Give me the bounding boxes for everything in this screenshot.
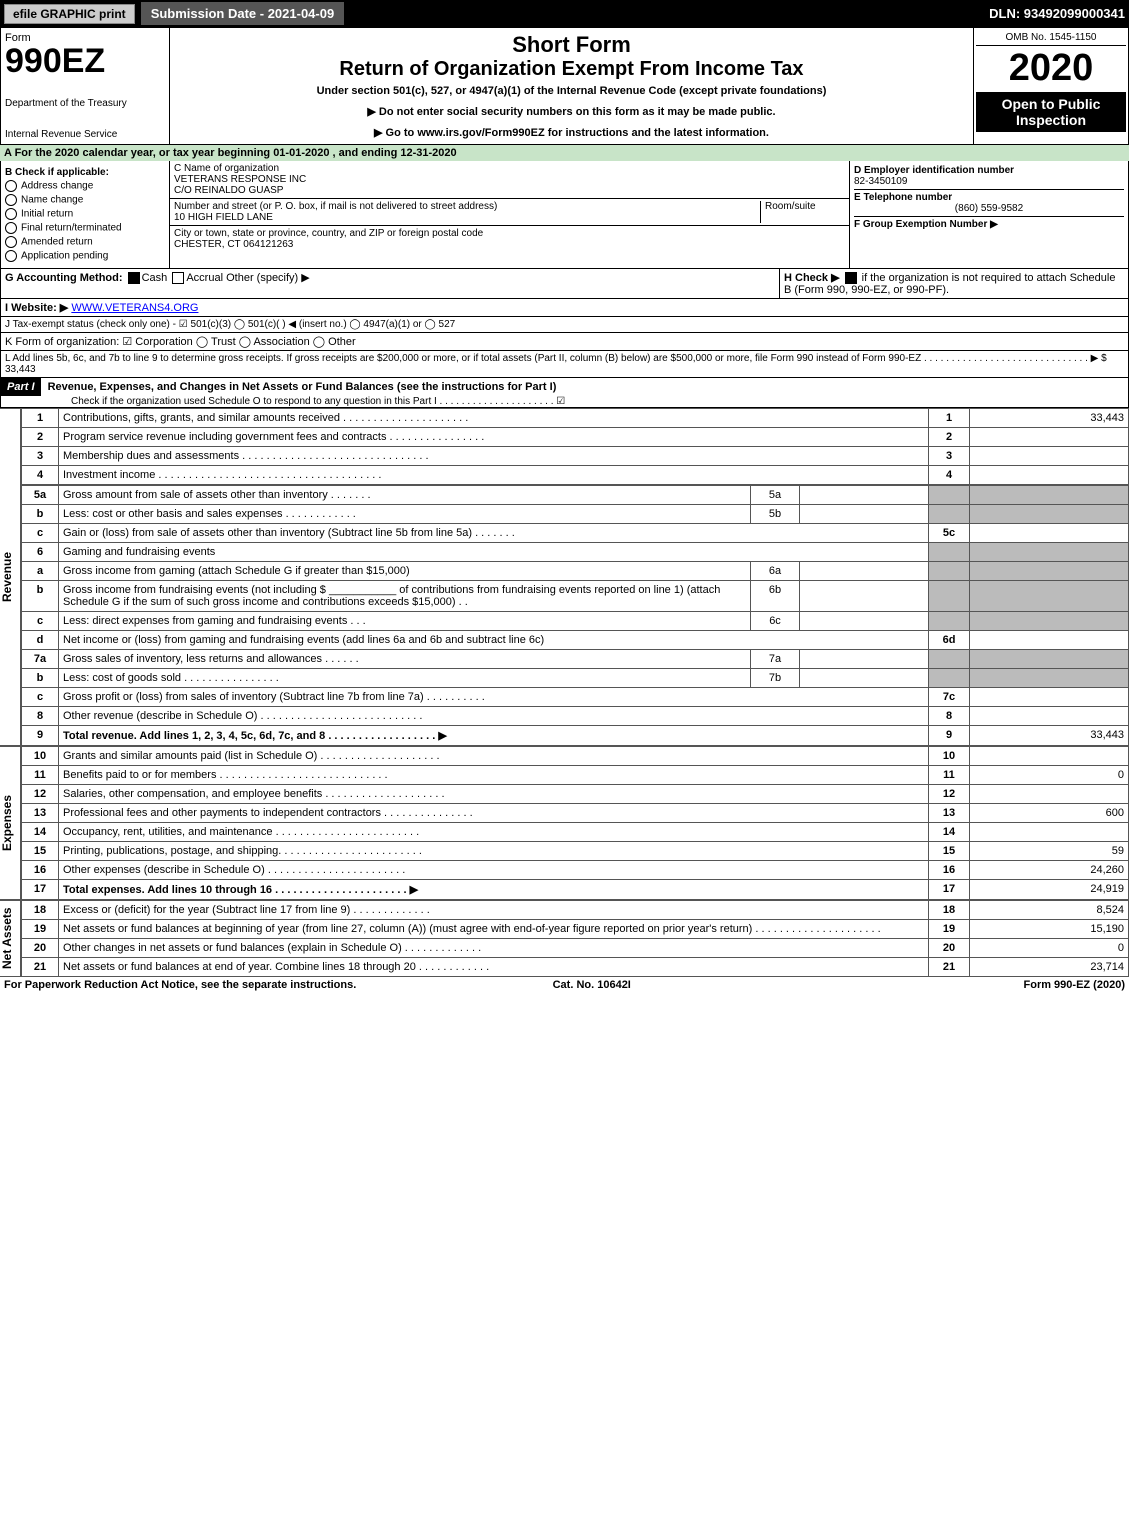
row-j: J Tax-exempt status (check only one) - ☑…	[0, 317, 1129, 333]
chk-h[interactable]	[845, 272, 857, 284]
note-goto: ▶ Go to www.irs.gov/Form990EZ for instru…	[174, 126, 969, 139]
efile-print-button[interactable]: efile GRAPHIC print	[4, 4, 135, 24]
k-text: K Form of organization: ☑ Corporation ◯ …	[1, 333, 1128, 350]
website-link[interactable]: WWW.VETERANS4.ORG	[71, 302, 198, 314]
line-7c: cGross profit or (loss) from sales of in…	[22, 688, 1129, 707]
line-16: 16Other expenses (describe in Schedule O…	[22, 861, 1129, 880]
g-label: G Accounting Method:	[5, 272, 123, 284]
e-label: E Telephone number	[854, 192, 1124, 203]
row-k: K Form of organization: ☑ Corporation ◯ …	[0, 333, 1129, 351]
d-label: D Employer identification number	[854, 165, 1124, 176]
subtitle: Under section 501(c), 527, or 4947(a)(1)…	[174, 85, 969, 97]
part1-badge: Part I	[1, 378, 41, 396]
line-6a: aGross income from gaming (attach Schedu…	[22, 562, 1129, 581]
info-block: B Check if applicable: Address change Na…	[0, 161, 1129, 269]
revenue-section: Revenue 1Contributions, gifts, grants, a…	[0, 408, 1129, 746]
section-def: D Employer identification number 82-3450…	[850, 161, 1128, 268]
footer-right: Form 990-EZ (2020)	[1024, 979, 1125, 991]
dln: DLN: 93492099000341	[989, 6, 1125, 21]
chk-cash[interactable]	[128, 272, 140, 284]
omb-number: OMB No. 1545-1150	[976, 30, 1126, 46]
line-6c: cLess: direct expenses from gaming and f…	[22, 612, 1129, 631]
c-addr-label: Number and street (or P. O. box, if mail…	[174, 201, 760, 212]
line-14: 14Occupancy, rent, utilities, and mainte…	[22, 823, 1129, 842]
part1-title: Revenue, Expenses, and Changes in Net As…	[44, 379, 561, 395]
return-title: Return of Organization Exempt From Incom…	[174, 58, 969, 81]
c-name-label: C Name of organization	[174, 163, 845, 174]
org-street: 10 HIGH FIELD LANE	[174, 212, 760, 223]
line-19: 19Net assets or fund balances at beginni…	[22, 920, 1129, 939]
irs: Internal Revenue Service	[5, 129, 165, 140]
chk-application-pending[interactable]: Application pending	[5, 250, 165, 262]
line-6d: dNet income or (loss) from gaming and fu…	[22, 631, 1129, 650]
line-21: 21Net assets or fund balances at end of …	[22, 958, 1129, 977]
ein: 82-3450109	[854, 176, 1124, 187]
chk-amended[interactable]: Amended return	[5, 236, 165, 248]
line-6: 6Gaming and fundraising events	[22, 543, 1129, 562]
expenses-section: Expenses 10Grants and similar amounts pa…	[0, 746, 1129, 900]
section-c: C Name of organization VETERANS RESPONSE…	[169, 161, 850, 268]
section-b: B Check if applicable: Address change Na…	[1, 161, 169, 268]
l-text: L Add lines 5b, 6c, and 7b to line 9 to …	[1, 351, 1128, 377]
line-5a: 5aGross amount from sale of assets other…	[22, 486, 1129, 505]
line-2: 2Program service revenue including gover…	[22, 428, 1129, 447]
b-label: B Check if applicable:	[5, 167, 165, 178]
line-18: 18Excess or (deficit) for the year (Subt…	[22, 901, 1129, 920]
netassets-section: Net Assets 18Excess or (deficit) for the…	[0, 900, 1129, 977]
chk-final-return[interactable]: Final return/terminated	[5, 222, 165, 234]
line-a-tax-year: A For the 2020 calendar year, or tax yea…	[0, 145, 1129, 161]
page-footer: For Paperwork Reduction Act Notice, see …	[0, 977, 1129, 993]
line-17: 17Total expenses. Add lines 10 through 1…	[22, 880, 1129, 900]
line-11: 11Benefits paid to or for members . . . …	[22, 766, 1129, 785]
chk-accrual[interactable]	[172, 272, 184, 284]
top-bar: efile GRAPHIC print Submission Date - 20…	[0, 0, 1129, 27]
c-city-label: City or town, state or province, country…	[174, 228, 845, 239]
dept-treasury: Department of the Treasury	[5, 98, 165, 109]
line-3: 3Membership dues and assessments . . . .…	[22, 447, 1129, 466]
revenue-vlabel: Revenue	[0, 408, 21, 746]
line-7a: 7aGross sales of inventory, less returns…	[22, 650, 1129, 669]
chk-initial-return[interactable]: Initial return	[5, 208, 165, 220]
row-i: I Website: ▶ WWW.VETERANS4.ORG	[0, 299, 1129, 317]
line-5b: bLess: cost or other basis and sales exp…	[22, 505, 1129, 524]
footer-cat: Cat. No. 10642I	[553, 979, 631, 991]
room-suite-label: Room/suite	[760, 201, 845, 223]
h-label: H Check ▶	[784, 272, 840, 284]
short-form-title: Short Form	[174, 32, 969, 58]
footer-left: For Paperwork Reduction Act Notice, see …	[4, 979, 356, 991]
row-g-h: G Accounting Method: Cash Accrual Other …	[0, 269, 1129, 299]
note-ssn: ▶ Do not enter social security numbers o…	[174, 105, 969, 118]
chk-name-change[interactable]: Name change	[5, 194, 165, 206]
i-label: I Website: ▶	[5, 302, 68, 314]
line-20: 20Other changes in net assets or fund ba…	[22, 939, 1129, 958]
line-4: 4Investment income . . . . . . . . . . .…	[22, 466, 1129, 485]
j-text: J Tax-exempt status (check only one) - ☑…	[1, 317, 1128, 332]
chk-address-change[interactable]: Address change	[5, 180, 165, 192]
line-6b: bGross income from fundraising events (n…	[22, 581, 1129, 612]
line-1: 1Contributions, gifts, grants, and simil…	[22, 409, 1129, 428]
submission-date: Submission Date - 2021-04-09	[141, 2, 345, 25]
netassets-vlabel: Net Assets	[0, 900, 21, 977]
line-9: 9Total revenue. Add lines 1, 2, 3, 4, 5c…	[22, 726, 1129, 746]
open-public: Open to Public Inspection	[976, 92, 1126, 132]
form-header: Form 990EZ Department of the Treasury In…	[0, 27, 1129, 145]
part1-check: Check if the organization used Schedule …	[1, 396, 1128, 407]
tax-year: 2020	[976, 46, 1126, 92]
phone: (860) 559-9582	[854, 203, 1124, 214]
line-8: 8Other revenue (describe in Schedule O) …	[22, 707, 1129, 726]
line-7b: bLess: cost of goods sold . . . . . . . …	[22, 669, 1129, 688]
expenses-vlabel: Expenses	[0, 746, 21, 900]
org-city: CHESTER, CT 064121263	[174, 239, 845, 250]
row-l: L Add lines 5b, 6c, and 7b to line 9 to …	[0, 351, 1129, 378]
org-name: VETERANS RESPONSE INC	[174, 174, 845, 185]
line-10: 10Grants and similar amounts paid (list …	[22, 747, 1129, 766]
line-5c: cGain or (loss) from sale of assets othe…	[22, 524, 1129, 543]
line-13: 13Professional fees and other payments t…	[22, 804, 1129, 823]
org-care-of: C/O REINALDO GUASP	[174, 185, 845, 196]
part1-header: Part I Revenue, Expenses, and Changes in…	[0, 378, 1129, 408]
line-15: 15Printing, publications, postage, and s…	[22, 842, 1129, 861]
f-label: F Group Exemption Number ▶	[854, 219, 1124, 230]
line-12: 12Salaries, other compensation, and empl…	[22, 785, 1129, 804]
form-number: 990EZ	[5, 44, 165, 78]
